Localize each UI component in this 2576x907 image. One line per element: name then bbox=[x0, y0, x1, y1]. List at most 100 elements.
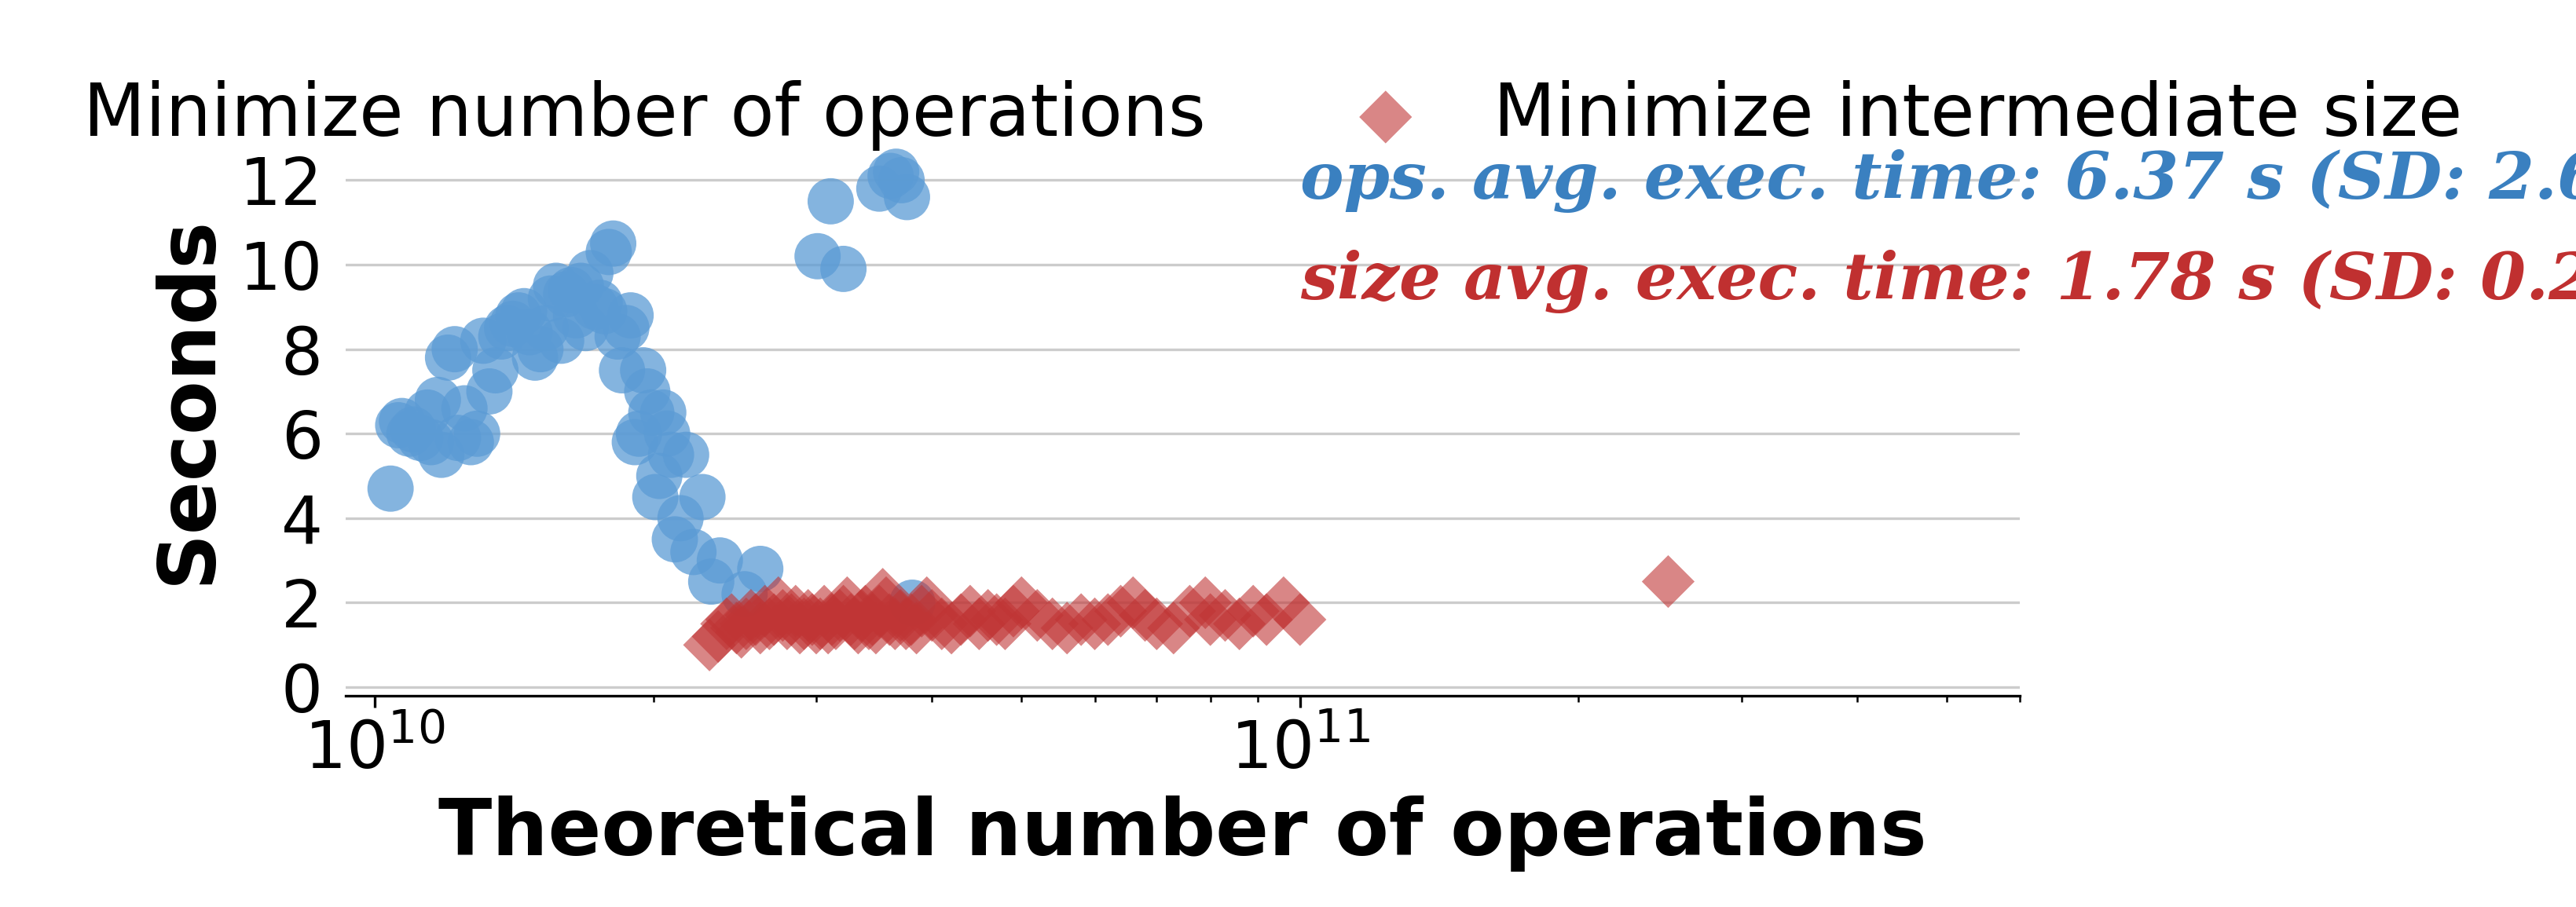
Minimize number of operations bbox=[698, 553, 739, 568]
Minimize intermediate size bbox=[1190, 612, 1231, 627]
Minimize intermediate size bbox=[814, 617, 855, 631]
Minimize intermediate size bbox=[930, 620, 971, 635]
Y-axis label: Seconds: Seconds bbox=[149, 215, 227, 584]
Minimize number of operations bbox=[526, 321, 567, 336]
Minimize intermediate size bbox=[1046, 620, 1087, 635]
Minimize number of operations bbox=[876, 164, 917, 179]
Minimize intermediate size bbox=[1100, 604, 1141, 619]
Minimize intermediate size bbox=[770, 612, 811, 627]
Minimize number of operations bbox=[502, 304, 544, 318]
Minimize number of operations bbox=[724, 587, 765, 601]
Minimize intermediate size bbox=[863, 587, 904, 601]
Minimize number of operations bbox=[665, 447, 706, 462]
Minimize intermediate size bbox=[711, 612, 752, 627]
Minimize number of operations bbox=[379, 418, 420, 433]
Minimize intermediate size bbox=[1018, 608, 1059, 622]
Minimize intermediate size bbox=[796, 620, 837, 635]
X-axis label: Theoretical number of operations: Theoretical number of operations bbox=[438, 795, 1927, 872]
Minimize number of operations bbox=[641, 405, 683, 420]
Minimize number of operations bbox=[381, 414, 422, 428]
Minimize intermediate size bbox=[984, 617, 1025, 631]
Minimize number of operations bbox=[392, 422, 433, 436]
Minimize number of operations bbox=[531, 291, 572, 306]
Minimize number of operations bbox=[536, 278, 577, 293]
Minimize intermediate size bbox=[842, 608, 884, 622]
Minimize number of operations bbox=[659, 511, 701, 525]
Minimize number of operations bbox=[541, 334, 582, 348]
Minimize intermediate size bbox=[822, 604, 863, 619]
Minimize intermediate size bbox=[752, 612, 793, 627]
Minimize number of operations bbox=[574, 299, 616, 314]
Minimize number of operations bbox=[546, 287, 587, 301]
Minimize number of operations bbox=[371, 482, 412, 496]
Minimize intermediate size bbox=[775, 604, 817, 619]
Minimize number of operations bbox=[559, 278, 600, 293]
Minimize intermediate size bbox=[858, 604, 899, 619]
Minimize number of operations bbox=[451, 434, 492, 449]
Minimize intermediate size bbox=[958, 617, 999, 631]
Minimize number of operations bbox=[474, 363, 515, 377]
Minimize intermediate size bbox=[778, 620, 819, 635]
Minimize number of operations bbox=[443, 401, 484, 415]
Minimize number of operations bbox=[510, 325, 551, 339]
Minimize number of operations bbox=[626, 385, 667, 399]
Minimize number of operations bbox=[482, 329, 523, 344]
Minimize number of operations bbox=[592, 237, 634, 251]
Minimize intermediate size bbox=[940, 612, 981, 627]
Minimize intermediate size bbox=[866, 595, 907, 610]
Minimize intermediate size bbox=[827, 595, 868, 610]
Minimize number of operations bbox=[886, 190, 927, 204]
Minimize intermediate size bbox=[976, 612, 1018, 627]
Minimize intermediate size bbox=[750, 617, 791, 631]
Minimize intermediate size bbox=[811, 612, 853, 627]
Minimize intermediate size bbox=[706, 617, 747, 631]
Minimize intermediate size bbox=[886, 617, 927, 631]
Minimize number of operations bbox=[492, 317, 533, 331]
Minimize number of operations bbox=[497, 308, 538, 323]
Minimize number of operations bbox=[891, 595, 933, 610]
Minimize intermediate size bbox=[732, 608, 773, 622]
Minimize intermediate size bbox=[845, 604, 886, 619]
Minimize number of operations bbox=[618, 426, 659, 441]
Minimize number of operations bbox=[389, 426, 430, 441]
Minimize intermediate size bbox=[1074, 617, 1115, 631]
Minimize number of operations bbox=[647, 426, 688, 441]
Minimize intermediate size bbox=[1247, 612, 1288, 627]
Minimize intermediate size bbox=[1218, 617, 1260, 631]
Minimize number of operations bbox=[739, 561, 781, 576]
Minimize number of operations bbox=[623, 363, 665, 377]
Minimize intermediate size bbox=[1231, 604, 1273, 619]
Minimize intermediate size bbox=[698, 629, 739, 644]
Minimize intermediate size bbox=[739, 620, 781, 635]
Minimize intermediate size bbox=[835, 617, 876, 631]
Minimize number of operations bbox=[564, 321, 605, 336]
Minimize number of operations bbox=[822, 261, 863, 276]
Minimize intermediate size bbox=[726, 617, 768, 631]
Minimize number of operations bbox=[438, 431, 479, 445]
Minimize number of operations bbox=[690, 574, 732, 589]
Minimize number of operations bbox=[634, 490, 675, 504]
Minimize intermediate size bbox=[819, 608, 860, 622]
Minimize intermediate size bbox=[992, 604, 1033, 619]
Minimize intermediate size bbox=[688, 638, 729, 652]
Minimize number of operations bbox=[809, 194, 850, 209]
Minimize intermediate size bbox=[1280, 612, 1321, 627]
Minimize number of operations bbox=[520, 342, 562, 356]
Minimize intermediate size bbox=[762, 608, 804, 622]
Minimize number of operations bbox=[417, 393, 459, 407]
Minimize intermediate size bbox=[1206, 608, 1247, 622]
Minimize number of operations bbox=[639, 469, 680, 483]
Minimize intermediate size bbox=[902, 604, 943, 619]
Minimize intermediate size bbox=[896, 620, 938, 635]
Minimize number of operations bbox=[515, 350, 556, 365]
Minimize intermediate size bbox=[744, 604, 786, 619]
Minimize number of operations bbox=[881, 173, 922, 188]
Minimize intermediate size bbox=[891, 612, 933, 627]
Minimize intermediate size bbox=[1185, 595, 1226, 610]
Minimize intermediate size bbox=[721, 625, 762, 639]
Minimize intermediate size bbox=[853, 612, 894, 627]
Minimize intermediate size bbox=[791, 612, 832, 627]
Minimize intermediate size bbox=[881, 608, 922, 622]
Minimize number of operations bbox=[456, 426, 497, 441]
Minimize number of operations bbox=[428, 350, 469, 365]
